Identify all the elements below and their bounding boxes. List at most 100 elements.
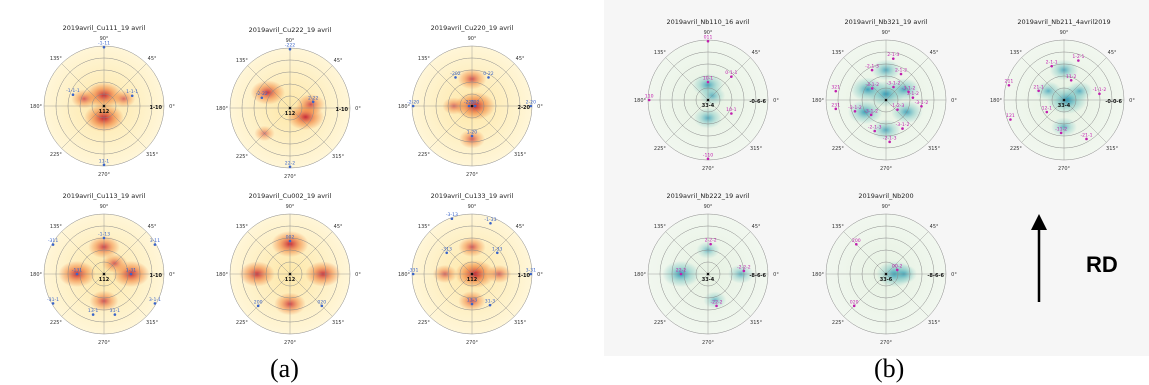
- pole-label: 0-22: [483, 71, 494, 77]
- angle-label: 45°: [148, 56, 157, 62]
- pole-marker: [91, 313, 95, 316]
- pole-marker: [1007, 83, 1011, 87]
- grid-spoke: [61, 231, 105, 275]
- pole-marker: [870, 68, 874, 72]
- pole-label: -3-1-2: [865, 82, 879, 88]
- pole-label: 110: [645, 94, 654, 100]
- pole-marker: [709, 242, 712, 246]
- pole-marker: [852, 304, 856, 308]
- grid-spoke: [471, 273, 515, 317]
- angle-label: 225°: [50, 320, 63, 326]
- angle-label: 90°: [704, 30, 713, 36]
- angle-label: 90°: [1060, 30, 1069, 36]
- pole-marker: [1050, 64, 1053, 68]
- pole-marker: [311, 100, 315, 104]
- pole-marker: [489, 221, 492, 225]
- angle-label: 315°: [332, 320, 345, 326]
- center-label: 33-4: [702, 277, 715, 283]
- pole-label: -202: [450, 71, 461, 77]
- angle-label: 90°: [100, 36, 109, 42]
- pole-marker: [51, 302, 55, 305]
- pole-label: -313: [442, 246, 453, 252]
- angle-label: 90°: [882, 204, 891, 210]
- pole-label: -31-1: [47, 297, 59, 303]
- grid-spoke: [707, 273, 751, 317]
- pole-figure-nb222: 2019avril_Nb222_19 avril 0° 45° 90° 135° 180°…: [634, 192, 779, 346]
- grid-spoke: [429, 273, 473, 317]
- grid-spoke: [289, 65, 333, 109]
- center-label: 112: [285, 111, 296, 117]
- pole-marker: [873, 129, 877, 133]
- pole-label: 22-2: [676, 268, 687, 274]
- angle-label: 45°: [1108, 50, 1117, 56]
- pole-figure-cu222: 2019avril_Cu222_19 avril 0° 45° 90° 135° 180°…: [216, 26, 361, 180]
- pole-figure-nb211: 2019avril_Nb211_4avril2019 0° 45° 90° 135° 18…: [990, 18, 1135, 172]
- pole-label: 2-22: [308, 95, 319, 101]
- grid-spoke: [247, 107, 291, 151]
- grid-spoke: [103, 273, 147, 317]
- pole-label: 211: [1005, 79, 1014, 85]
- pole-marker: [853, 109, 857, 113]
- angle-label: 45°: [148, 224, 157, 230]
- pole-marker: [706, 80, 710, 84]
- pole-label: 202: [471, 100, 480, 106]
- angle-label: 135°: [236, 58, 249, 64]
- pole-marker: [895, 268, 899, 272]
- angle-label: 90°: [468, 204, 477, 210]
- pole-marker: [855, 243, 858, 246]
- center-marker: [288, 106, 292, 110]
- pole-label: 020: [850, 299, 859, 305]
- pole-marker: [256, 304, 260, 308]
- pole-label: 21-1: [1033, 84, 1044, 90]
- pole-label: 020: [317, 299, 326, 305]
- angle-label: 0°: [773, 98, 779, 104]
- angle-label: 45°: [930, 50, 939, 56]
- grid-spoke: [289, 273, 333, 317]
- angle-label: 0°: [355, 272, 361, 278]
- pole-label: -21-1: [1080, 132, 1092, 138]
- pole-label: -2-1-3: [868, 125, 882, 131]
- grid-spoke: [289, 231, 333, 275]
- angle-label: 270°: [880, 166, 893, 172]
- pole-label: -2-1-3: [883, 135, 897, 141]
- pole-marker: [706, 39, 710, 43]
- angle-label: 315°: [928, 320, 941, 326]
- grid-spoke: [665, 57, 709, 101]
- pole-label: -1-13: [98, 232, 110, 238]
- grid-spoke: [429, 231, 473, 275]
- edge-label: -8-6-6: [749, 273, 766, 279]
- edge-label: 1-10: [517, 273, 530, 279]
- pole-marker: [920, 104, 923, 108]
- angle-label: 270°: [702, 340, 715, 346]
- grid-spoke: [471, 105, 515, 149]
- edge-label: -0-0-6: [1105, 99, 1122, 105]
- pole-marker: [473, 104, 477, 108]
- angle-label: 225°: [418, 152, 431, 158]
- grid-spoke: [61, 273, 105, 317]
- grid-spoke: [843, 273, 887, 317]
- pole-label: 31-3: [485, 299, 496, 305]
- grid-spoke: [843, 231, 887, 275]
- pole-marker: [892, 85, 895, 89]
- angle-label: 225°: [1010, 146, 1023, 152]
- angle-label: 180°: [634, 272, 647, 278]
- pole-figure-nb321: 2019avril_Nb321_19 avril 0° 45° 90° 135° 180°…: [812, 18, 957, 172]
- angle-label: 0°: [773, 272, 779, 278]
- grid-spoke: [247, 65, 291, 109]
- angle-label: 135°: [1010, 50, 1023, 56]
- angle-label: 180°: [990, 98, 1003, 104]
- pole-label: 200: [852, 238, 861, 244]
- grid-spoke: [471, 63, 515, 107]
- grid-spoke: [247, 231, 291, 275]
- grid-spoke: [707, 99, 751, 143]
- center-marker: [470, 272, 474, 276]
- pole-label: 3-11: [150, 238, 161, 244]
- pole-label: -1-1-1: [66, 88, 80, 94]
- pole-figure-title: 2019avril_Cu002_19 avril: [249, 192, 332, 200]
- angle-label: 225°: [832, 320, 845, 326]
- pole-marker: [130, 94, 134, 98]
- pole-label: -1-1-2: [1093, 87, 1107, 93]
- grid-spoke: [885, 273, 929, 317]
- pole-marker: [1037, 89, 1040, 93]
